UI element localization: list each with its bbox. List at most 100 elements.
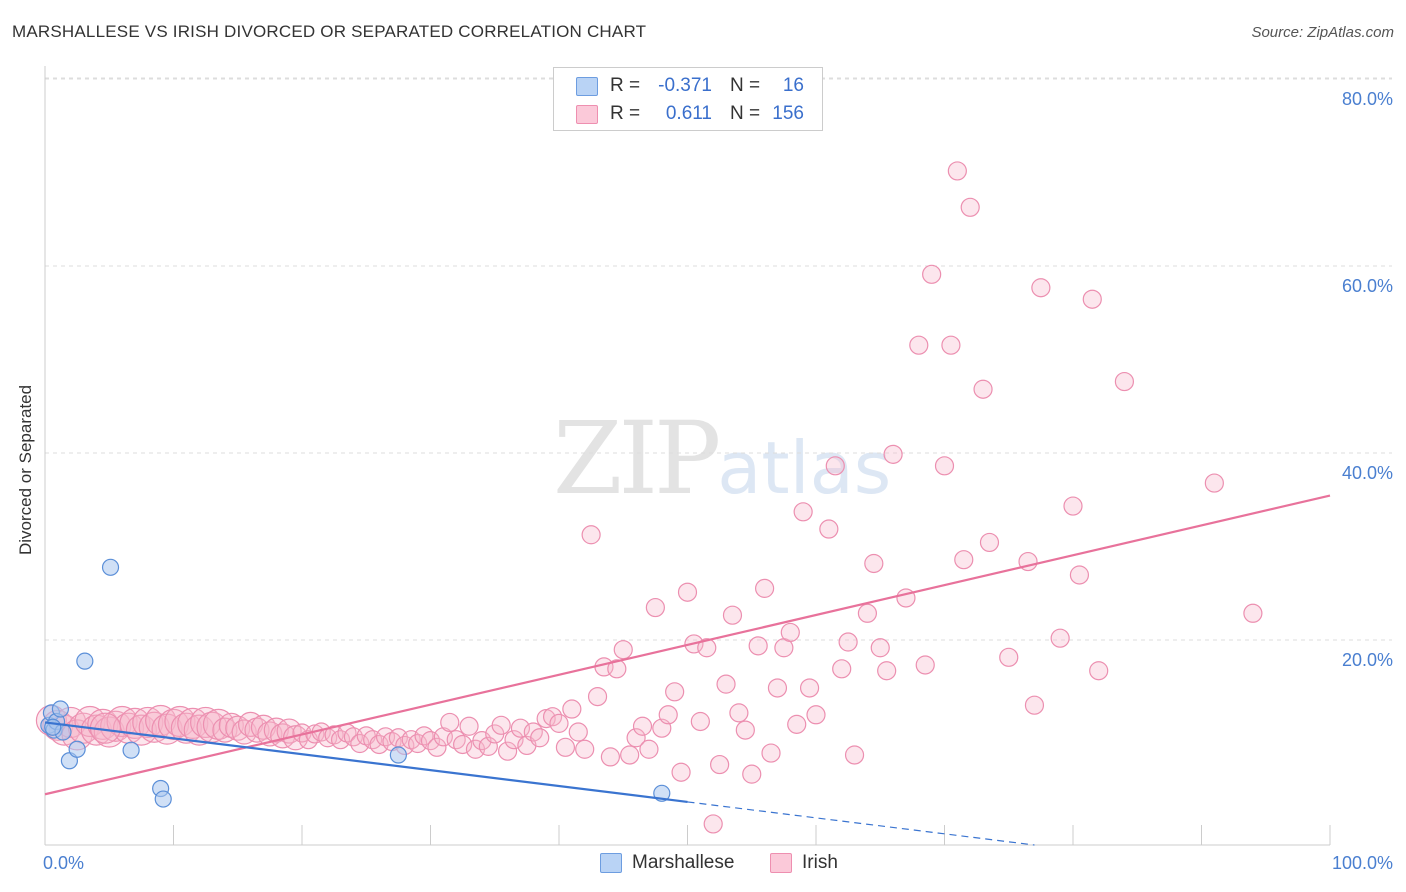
irish-point [645,597,665,618]
irish-point [575,739,595,759]
irish-point [677,582,698,602]
irish-point [844,745,865,765]
irish-point [1050,628,1070,648]
irish-point [825,456,845,476]
irish-point [459,716,479,736]
irish-point [864,553,884,574]
irish-point [1204,473,1224,493]
watermark-atlas: atlas [717,426,892,510]
legend-n-label: N = [730,103,761,124]
irish-point [799,678,820,698]
irish-point [941,335,961,355]
irish-point [427,737,447,757]
irish-point [170,712,202,744]
irish-point [562,699,582,719]
irish-point [922,264,942,284]
irish-point [671,762,691,782]
irish-point [716,674,736,694]
tick-labels: 20.0% 40.0% 60.0% 80.0% 0.0% 100.0% [43,89,1393,873]
irish-point [1024,695,1045,715]
legend-r-value-marshallese: -0.371 [658,75,712,96]
irish-point [218,712,244,738]
irish-point [697,638,717,658]
irish-point [658,705,678,725]
chart-title: MARSHALLESE VS IRISH DIVORCED OR SEPARAT… [12,22,647,41]
watermark: ZIPatlas [553,400,891,517]
irish-point [909,335,929,355]
irish-trend-line [44,494,1331,796]
trend-lines [44,494,1331,846]
irish-point [665,682,685,702]
irish-point [440,712,460,733]
irish-point [722,605,743,625]
irish-point [703,814,723,834]
legend-n-label: N = [730,75,761,96]
irish-point [934,456,955,476]
marshallese-point [122,741,140,759]
legend-r-label: R = [610,75,641,96]
y-tick-label: 60.0% [1342,276,1393,296]
irish-point [710,754,730,775]
x-tick-label-min: 0.0% [43,853,84,873]
legend-item-marshallese: Marshallese [600,852,734,874]
irish-point [613,640,633,660]
legend-swatch-marshallese [576,76,598,96]
irish-point [1114,371,1135,392]
irish-point [793,502,813,522]
marshallese-point [76,652,94,670]
irish-point [767,678,788,698]
irish-point [632,716,653,736]
legend-row-irish: R = 0.611 N = 156 [576,102,804,126]
irish-point [819,519,839,539]
irish-point [979,532,1000,553]
series-legend: Marshallese Irish [0,852,1406,878]
irish-point [106,705,138,738]
irish-point [883,444,903,464]
marshallese-point [154,790,172,808]
chart-source: Source: ZipAtlas.com [1251,24,1394,41]
irish-point [478,736,498,756]
legend-row-marshallese: R = -0.371 N = 16 [576,74,804,98]
legend-label-marshallese: Marshallese [632,852,735,873]
irish-point [954,550,974,570]
irish-point [1031,278,1051,298]
legend-n-value-marshallese: 16 [782,75,804,96]
irish-point [915,655,935,675]
legend-label-irish: Irish [802,852,838,873]
irish-points [35,161,1263,834]
irish-point [530,728,550,748]
irish-point [639,739,659,759]
legend-r-label: R = [610,103,641,124]
irish-point [100,710,132,742]
irish-point [838,632,858,652]
irish-point [761,743,781,763]
marshallese-point [68,740,86,758]
irish-point [1082,289,1102,309]
y-tick-label: 20.0% [1342,650,1393,670]
irish-point [870,638,890,658]
irish-point [729,703,749,723]
irish-point [754,578,775,598]
watermark-zip: ZIP [553,400,721,517]
irish-point [549,713,569,733]
irish-point [1069,565,1090,585]
irish-point [947,161,967,181]
grid-lines [45,77,1392,641]
irish-point [973,379,993,399]
irish-point [350,733,370,754]
irish-point [999,647,1019,667]
irish-point [1089,661,1109,681]
irish-point [857,603,878,623]
legend-swatch-marshallese [600,853,622,873]
irish-point [877,661,897,681]
irish-point [1243,603,1263,623]
legend-swatch-irish [770,853,792,873]
x-tick-label-max: 100.0% [1332,853,1393,873]
irish-point [453,734,473,755]
marshallese-points [40,558,671,808]
irish-point [735,720,755,740]
irish-point [491,715,511,735]
correlation-legend: R = -0.371 N = 16 R = 0.611 N = 156 [553,67,823,131]
irish-point [690,711,710,732]
marshallese-trend-line [44,721,688,804]
